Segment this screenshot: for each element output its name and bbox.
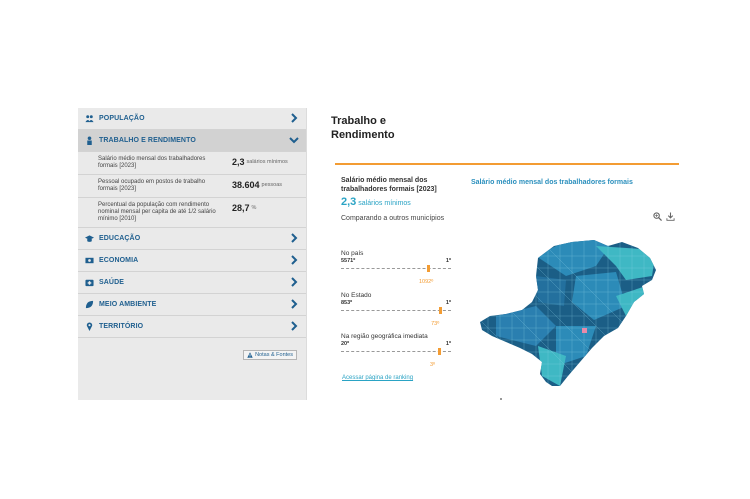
ranking-marker bbox=[427, 265, 430, 272]
ranking-label: No Estado bbox=[341, 292, 372, 299]
ranking-track bbox=[341, 265, 451, 272]
people-icon bbox=[85, 114, 94, 123]
page-title: Trabalho e Rendimento bbox=[331, 115, 395, 141]
ranking-label: No país bbox=[341, 250, 364, 257]
indicator-title: Salário médio mensal dos trabalhadores f… bbox=[341, 177, 437, 193]
chevron-right-icon bbox=[289, 112, 299, 124]
ranking-region: Na região geográfica imediata 20º 1º 3º bbox=[341, 333, 451, 368]
indicator-description: Percentual da população com rendimento n… bbox=[98, 202, 216, 222]
map-pin-icon bbox=[85, 322, 94, 331]
indicator-unit: % bbox=[251, 205, 257, 211]
money-icon bbox=[85, 256, 94, 265]
indicator-description: Salário médio mensal dos trabalhadores f… bbox=[98, 156, 206, 169]
ranking-track bbox=[341, 307, 451, 314]
section-label: ECONOMIA bbox=[99, 257, 139, 264]
ranking-first: 1º bbox=[445, 258, 451, 264]
indicator-list: Salário médio mensal dos trabalhadores f… bbox=[78, 152, 306, 228]
zoom-icon[interactable] bbox=[653, 212, 662, 221]
ranking-position: 3º bbox=[430, 362, 436, 368]
indicator-row: Pessoal ocupado em postos de trabalho fo… bbox=[78, 175, 306, 198]
section-label: EDUCAÇÃO bbox=[99, 235, 141, 242]
download-icon[interactable] bbox=[666, 212, 675, 221]
ranking-marker bbox=[439, 307, 443, 314]
ranking-state: No Estado 853º 1º 73º bbox=[341, 292, 451, 327]
graduation-cap-icon bbox=[85, 234, 94, 243]
chevron-right-icon bbox=[289, 298, 299, 310]
indicator-value: 38.604 bbox=[232, 180, 260, 190]
ranking-page-link[interactable]: Acessar página de ranking bbox=[342, 375, 414, 381]
section-meio-ambiente[interactable]: MEIO AMBIENTE bbox=[78, 294, 306, 316]
ranking-total: 20º bbox=[341, 341, 350, 347]
section-label: SAÚDE bbox=[99, 279, 125, 286]
indicator-description: Pessoal ocupado em postos de trabalho fo… bbox=[98, 179, 206, 192]
worker-icon bbox=[85, 136, 94, 145]
section-populacao[interactable]: POPULAÇÃO bbox=[78, 108, 306, 130]
comparison-heading: Comparando a outros municípios bbox=[341, 215, 445, 222]
section-economia[interactable]: ECONOMIA bbox=[78, 250, 306, 272]
indicator-big-unit: salários mínimos bbox=[358, 200, 411, 207]
warning-icon bbox=[247, 352, 253, 358]
ranking-first: 1º bbox=[445, 300, 451, 306]
indicator-value: 28,7 bbox=[232, 203, 250, 213]
indicator-row: Salário médio mensal dos trabalhadores f… bbox=[78, 152, 306, 175]
map-title: Salário médio mensal dos trabalhadores f… bbox=[471, 179, 633, 186]
ranking-marker bbox=[438, 348, 441, 355]
health-kit-icon bbox=[85, 278, 94, 287]
chevron-down-icon bbox=[289, 134, 299, 146]
ranking-country: No país 5571º 1º 1092º bbox=[341, 250, 451, 285]
section-label: POPULAÇÃO bbox=[99, 115, 145, 122]
indicator-unit: pessoas bbox=[261, 182, 283, 188]
section-label: MEIO AMBIENTE bbox=[99, 301, 157, 308]
highlighted-municipality bbox=[582, 328, 587, 333]
section-label: TRABALHO E RENDIMENTO bbox=[99, 137, 196, 144]
ranking-first: 1º bbox=[445, 341, 451, 347]
chevron-right-icon bbox=[289, 276, 299, 288]
indicator-unit: salários mínimos bbox=[246, 159, 288, 165]
chevron-right-icon bbox=[289, 320, 299, 332]
ranking-total: 5571º bbox=[341, 258, 356, 264]
ranking-total: 853º bbox=[341, 300, 353, 306]
indicator-big-value: 2,3 bbox=[341, 196, 357, 208]
ranking-position: 73º bbox=[431, 321, 440, 327]
sidebar-panel: POPULAÇÃO TRABALHO E RENDIMENTO Salário … bbox=[78, 108, 307, 400]
chevron-right-icon bbox=[289, 232, 299, 244]
notes-sources-label: Notas & Fontes bbox=[255, 352, 293, 358]
ranking-track bbox=[341, 348, 451, 355]
section-label: TERRITÓRIO bbox=[99, 323, 144, 330]
indicator-row: Percentual da população com rendimento n… bbox=[78, 198, 306, 228]
leaf-icon bbox=[85, 300, 94, 309]
section-educacao[interactable]: EDUCAÇÃO bbox=[78, 228, 306, 250]
section-territorio[interactable]: TERRITÓRIO bbox=[78, 316, 306, 338]
ranking-label: Na região geográfica imediata bbox=[341, 333, 428, 340]
map-marker-dot bbox=[500, 398, 502, 400]
divider bbox=[335, 163, 679, 165]
indicator-value: 2,3 bbox=[232, 157, 245, 167]
choropleth-map[interactable] bbox=[476, 236, 676, 396]
indicator-summary: Salário médio mensal dos trabalhadores f… bbox=[341, 177, 451, 224]
ranking-position: 1092º bbox=[419, 279, 434, 285]
chevron-right-icon bbox=[289, 254, 299, 266]
section-trabalho[interactable]: TRABALHO E RENDIMENTO bbox=[78, 130, 306, 152]
section-saude[interactable]: SAÚDE bbox=[78, 272, 306, 294]
notes-sources-button[interactable]: Notas & Fontes bbox=[243, 350, 297, 360]
